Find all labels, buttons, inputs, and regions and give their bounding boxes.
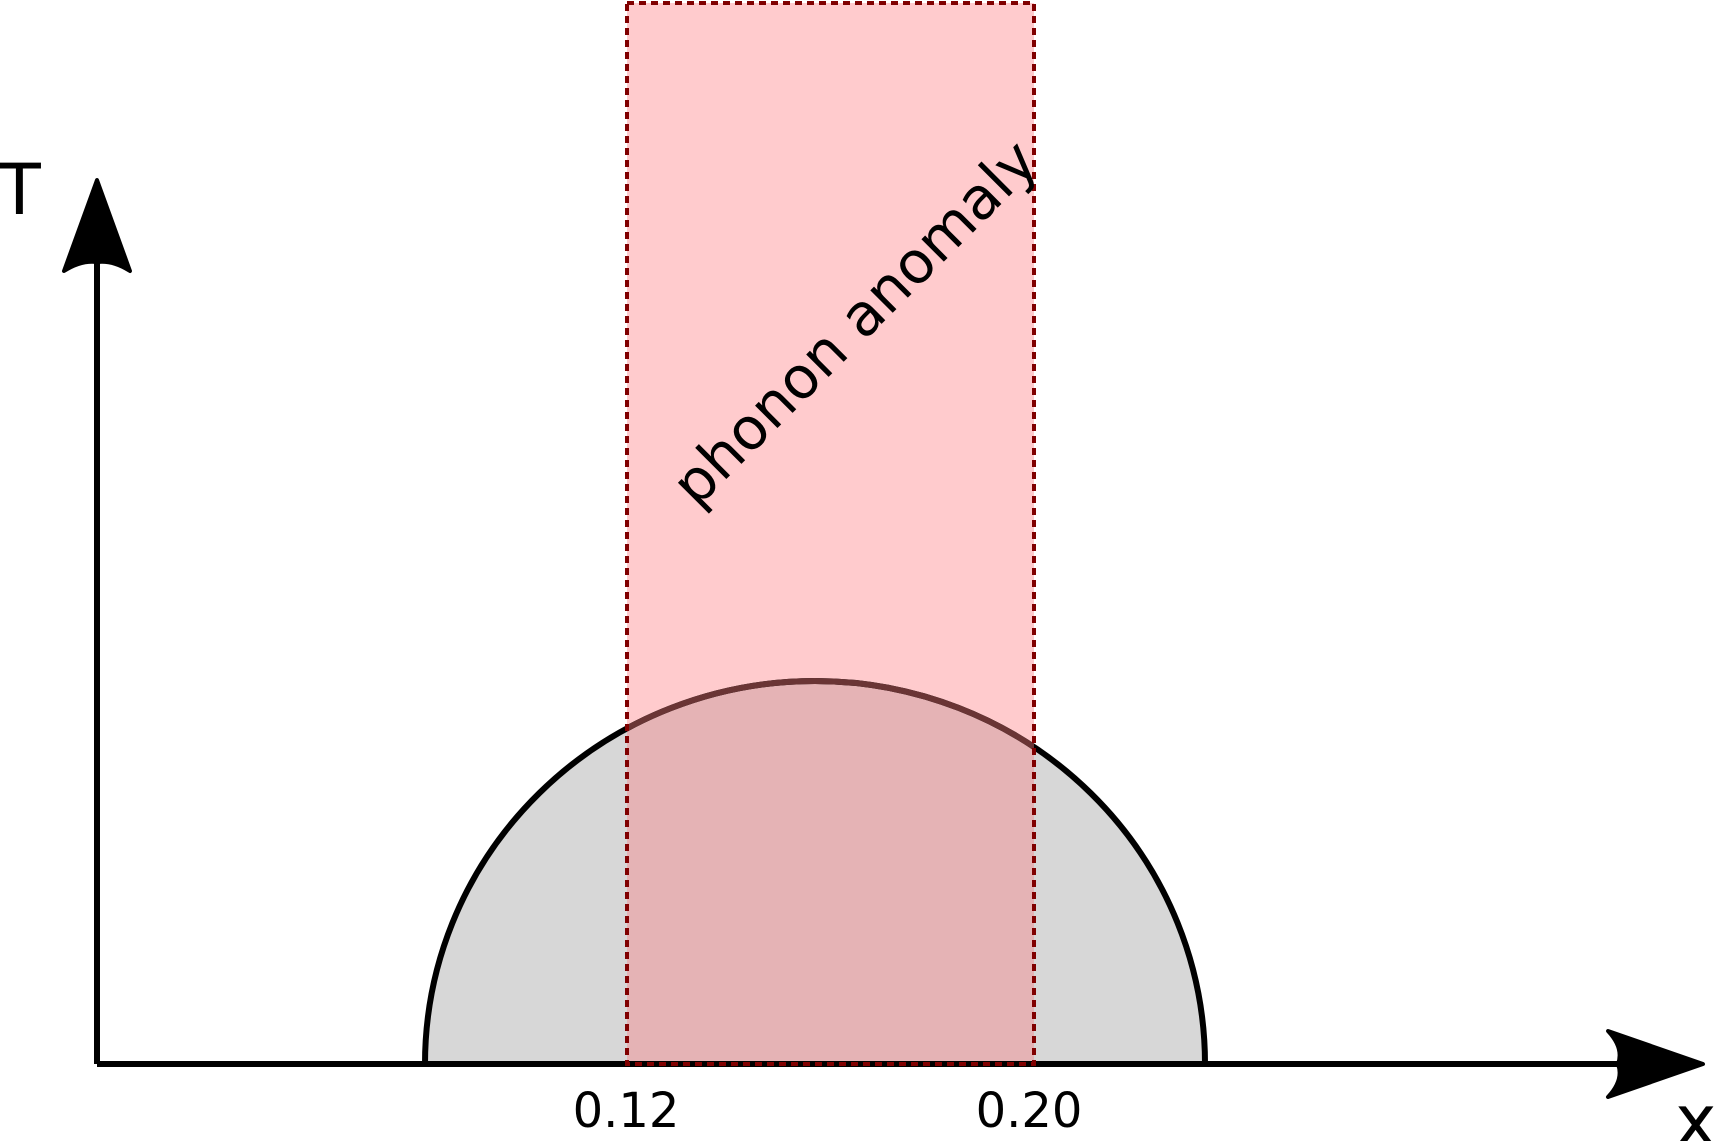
x-axis-arrowhead [1606,1029,1705,1099]
tick-label-0-20: 0.20 [976,1083,1083,1139]
overlap-region [627,681,1034,1064]
tick-label-0-12: 0.12 [573,1083,680,1139]
dome-outline-in-band [627,678,1034,751]
phonon-anomaly-border [625,1,1036,1066]
x-axis-label: x [1675,1080,1716,1141]
y-axis-arrowhead [62,178,132,273]
y-axis-label: T [0,149,41,231]
